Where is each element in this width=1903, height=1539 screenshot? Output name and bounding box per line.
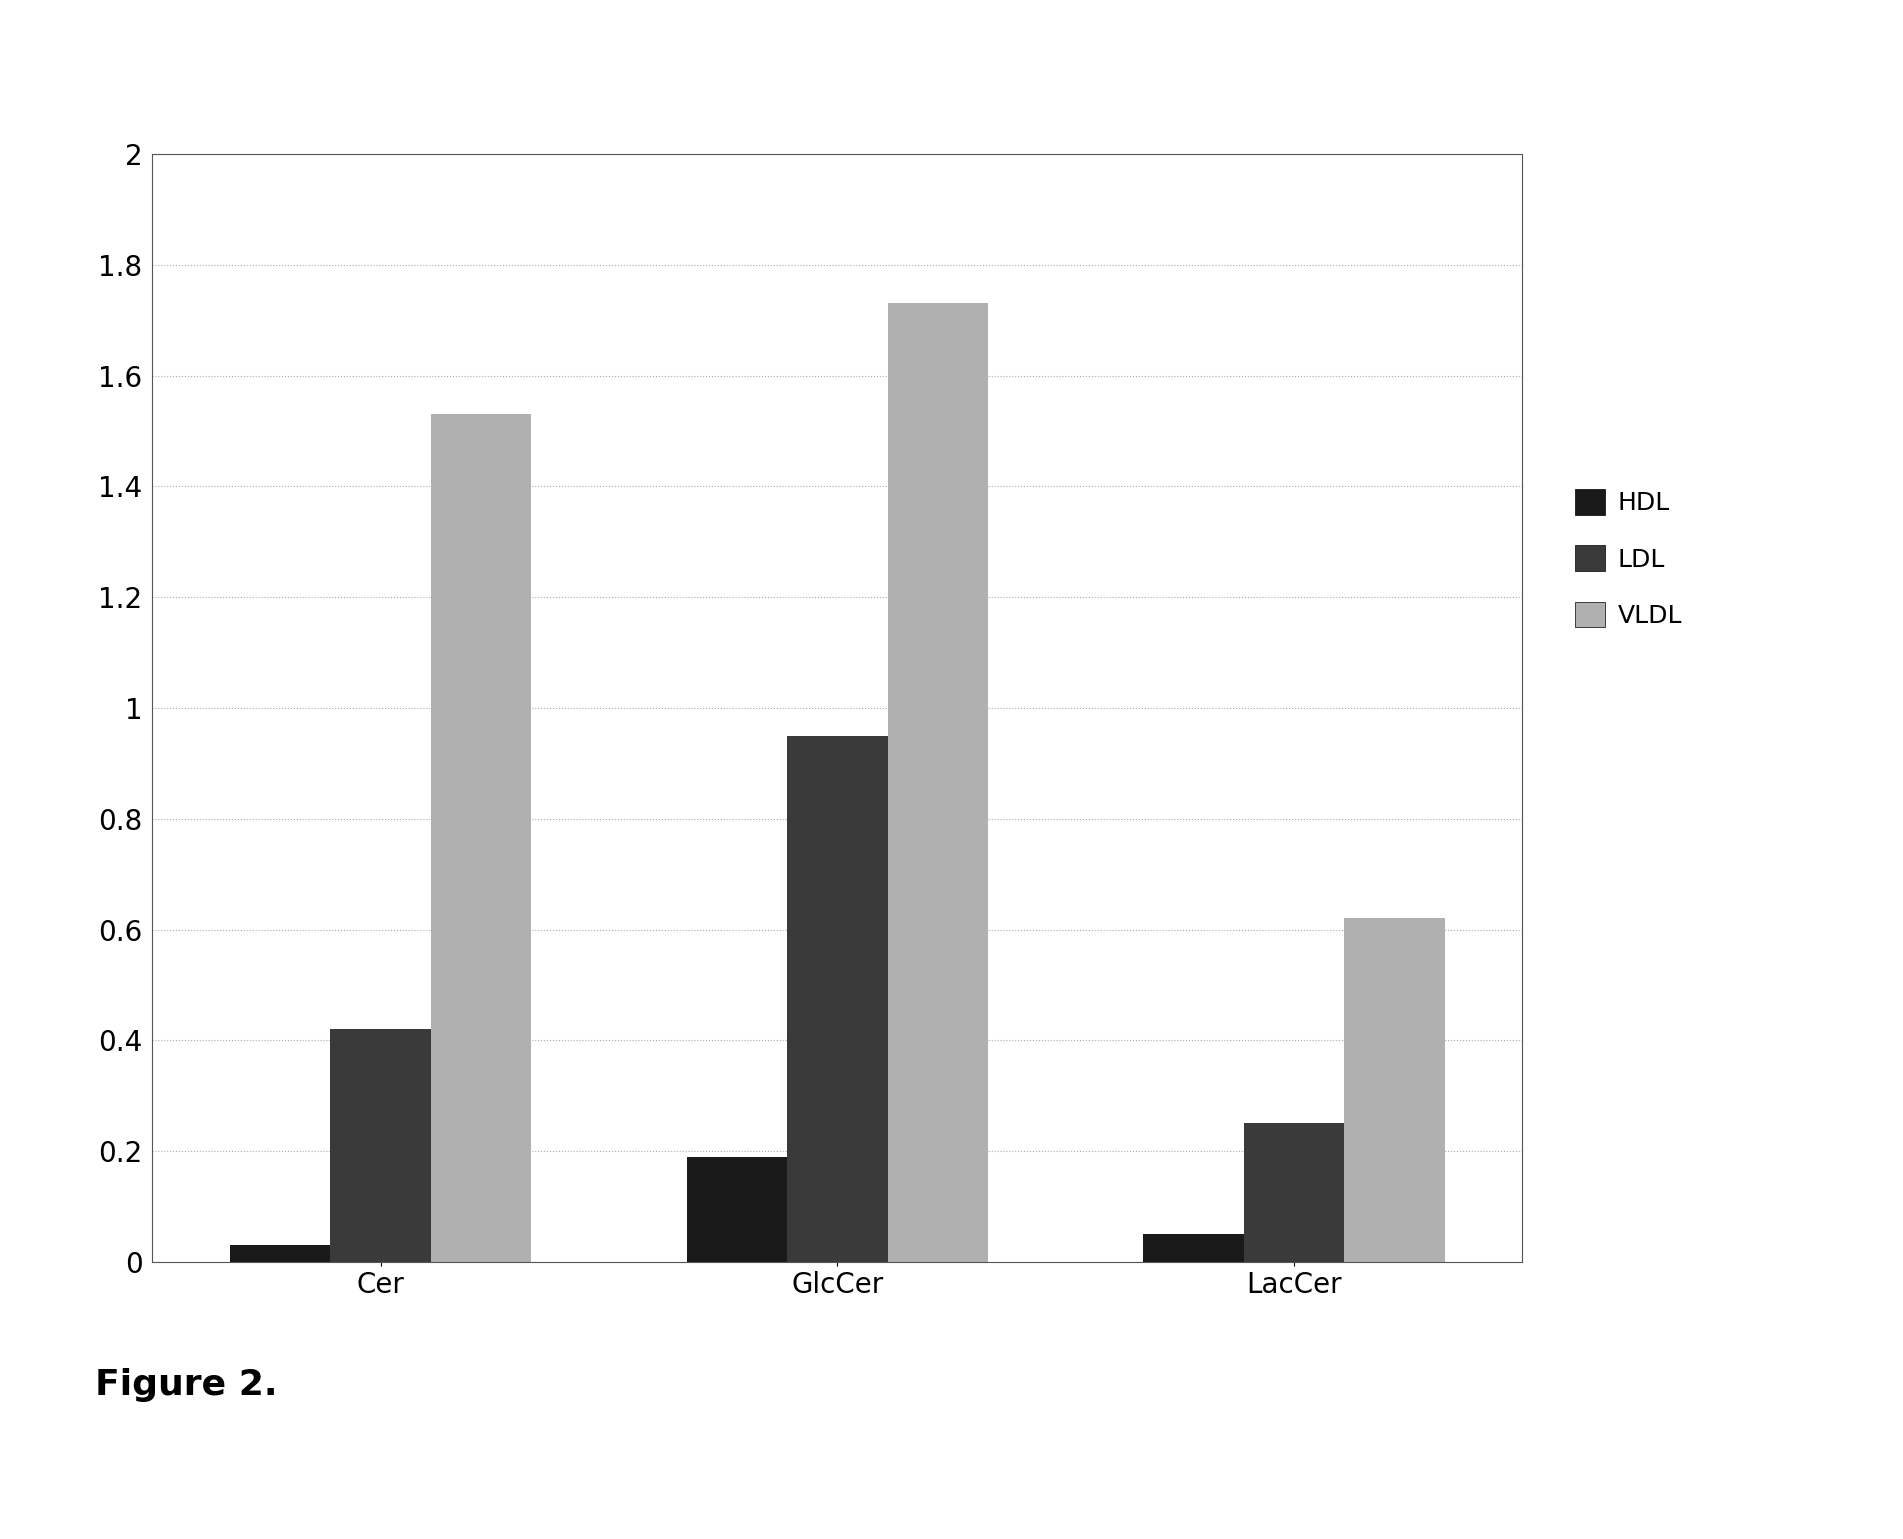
Bar (687, 1157, 788, 1262)
Bar (430, 414, 531, 1262)
Text: Figure 2.: Figure 2. (95, 1368, 278, 1402)
Bar (230, 1245, 331, 1262)
Bar (331, 1030, 430, 1262)
Bar (1144, 1234, 1245, 1262)
Bar (1344, 919, 1444, 1262)
Bar (788, 736, 887, 1262)
Bar (887, 303, 988, 1262)
Legend: HDL, LDL, VLDL: HDL, LDL, VLDL (1562, 477, 1694, 640)
Bar (1245, 1123, 1344, 1262)
